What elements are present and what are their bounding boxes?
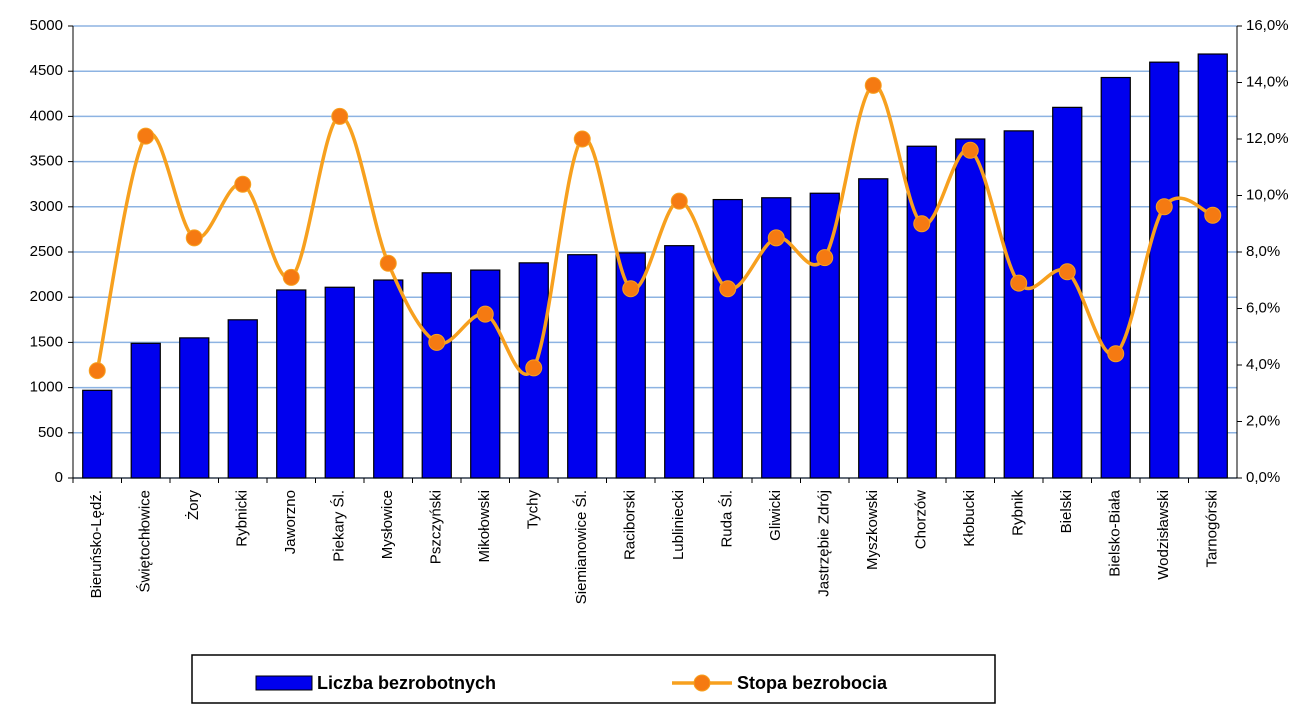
line-marker: [525, 359, 543, 377]
y2-tick-label: 14,0%: [1246, 73, 1289, 90]
x-tick-label: Raciborski: [622, 490, 639, 560]
bar: [82, 389, 113, 479]
bar: [276, 289, 307, 479]
y-tick-label: 2500: [30, 243, 63, 260]
x-tick-label: Jaworzno: [282, 490, 299, 554]
y2-tick-label: 8,0%: [1246, 243, 1280, 260]
y2-tick-label: 10,0%: [1246, 186, 1289, 203]
line-marker: [185, 229, 203, 247]
bar: [227, 319, 258, 479]
y2-tick-label: 12,0%: [1246, 130, 1289, 147]
x-tick-label: Żory: [184, 490, 202, 521]
line-marker: [379, 254, 397, 272]
bar: [179, 337, 210, 479]
legend-text: Stopa bezrobocia: [737, 673, 888, 693]
x-tick-label: Gliwicki: [767, 490, 784, 541]
y-tick-label: 2000: [30, 288, 63, 305]
bar: [567, 254, 598, 479]
line-marker: [88, 362, 106, 380]
bar: [470, 269, 501, 479]
line-marker: [1107, 345, 1125, 363]
y-tick-label: 1500: [30, 333, 63, 350]
line-marker: [331, 107, 349, 125]
bar: [130, 342, 161, 479]
y2-tick-label: 6,0%: [1246, 299, 1280, 316]
line-marker: [816, 249, 834, 267]
y2-tick-label: 0,0%: [1246, 469, 1280, 486]
bar: [373, 279, 404, 479]
x-tick-label: Bielsko-Biała: [1107, 489, 1124, 576]
y-tick-label: 500: [38, 424, 63, 441]
bar: [906, 145, 937, 479]
legend-swatch: [693, 674, 711, 692]
y-tick-label: 3000: [30, 198, 63, 215]
y2-tick-label: 16,0%: [1246, 17, 1289, 34]
legend-box: [191, 654, 996, 704]
bar: [1052, 106, 1083, 479]
legend-text: Liczba bezrobotnych: [317, 673, 496, 693]
line-marker: [476, 305, 494, 323]
y-tick-label: 4000: [30, 107, 63, 124]
x-tick-label: Świętochłowice: [136, 490, 154, 593]
bar: [809, 192, 840, 479]
bar: [1149, 61, 1180, 479]
line-marker: [719, 280, 737, 298]
line-marker: [1204, 206, 1222, 224]
x-tick-label: Kłobucki: [961, 490, 978, 547]
line-marker: [234, 175, 252, 193]
x-tick-label: Siemianowice Śl.: [572, 490, 590, 604]
line-marker: [137, 127, 155, 145]
x-tick-label: Chorzów: [913, 490, 930, 549]
line-marker: [913, 215, 931, 233]
x-tick-label: Bielski: [1058, 490, 1075, 533]
bar: [858, 178, 889, 479]
x-tick-label: Bieruńsko-Lędź.: [88, 490, 105, 598]
line-marker: [428, 333, 446, 351]
bar: [712, 198, 743, 479]
x-tick-label: Rybnik: [1010, 490, 1027, 536]
x-tick-label: Lubliniecki: [670, 490, 687, 560]
y-tick-label: 3500: [30, 153, 63, 170]
x-tick-label: Ruda Śl.: [718, 490, 736, 548]
x-tick-label: Tarnogórski: [1204, 490, 1221, 568]
bar: [955, 138, 986, 479]
bar: [664, 245, 695, 479]
line-marker: [1155, 198, 1173, 216]
bar: [1003, 130, 1034, 479]
x-tick-label: Myszkowski: [864, 490, 881, 570]
y-tick-label: 5000: [30, 17, 63, 34]
bar: [324, 286, 355, 479]
line-marker: [961, 141, 979, 159]
bar: [421, 272, 452, 479]
x-tick-label: Wodzisławski: [1155, 490, 1172, 580]
y2-tick-label: 4,0%: [1246, 356, 1280, 373]
x-tick-label: Mysłowice: [379, 490, 396, 559]
x-tick-label: Piekary Śl.: [330, 490, 348, 562]
x-tick-label: Rybnicki: [234, 490, 251, 547]
y-tick-label: 4500: [30, 62, 63, 79]
y2-tick-label: 2,0%: [1246, 412, 1280, 429]
line-marker: [864, 76, 882, 94]
line-marker: [670, 192, 688, 210]
line-marker: [1058, 263, 1076, 281]
x-tick-label: Jastrzębie Zdrój: [816, 490, 833, 597]
x-tick-label: Mikołowski: [476, 490, 493, 563]
line-marker: [767, 229, 785, 247]
y-tick-label: 0: [55, 469, 63, 486]
line-marker: [1010, 274, 1028, 292]
y-tick-label: 1000: [30, 379, 63, 396]
line-marker: [622, 280, 640, 298]
line: [95, 83, 1214, 377]
bar: [1100, 76, 1131, 479]
legend-swatch: [255, 675, 313, 691]
x-tick-label: Pszczyński: [428, 490, 445, 564]
x-tick-label: Tychy: [525, 490, 542, 530]
line-marker: [573, 130, 591, 148]
bar: [1197, 53, 1228, 479]
line-marker: [282, 268, 300, 286]
